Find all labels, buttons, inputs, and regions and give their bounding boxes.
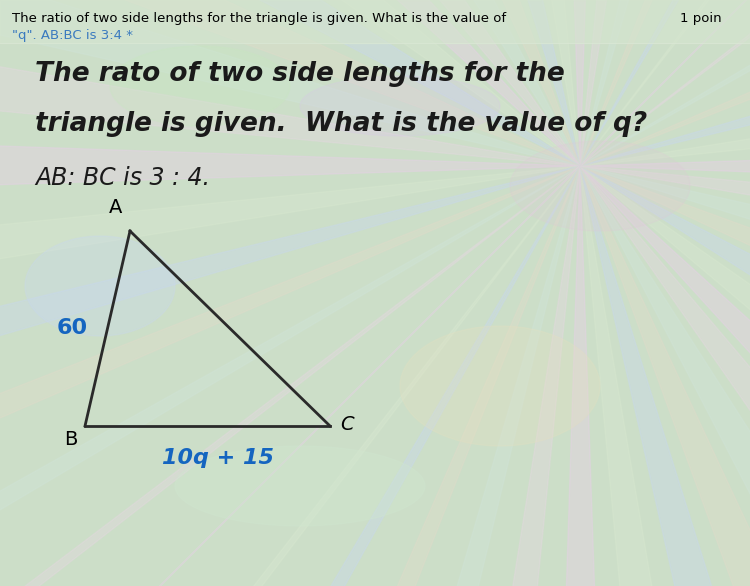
Text: 1 poin: 1 poin [680, 12, 722, 25]
Polygon shape [0, 0, 580, 166]
Polygon shape [206, 166, 580, 586]
Polygon shape [0, 166, 580, 586]
Polygon shape [0, 0, 580, 166]
Polygon shape [206, 0, 580, 166]
Polygon shape [550, 0, 610, 166]
Polygon shape [0, 0, 580, 166]
Polygon shape [433, 166, 580, 586]
Text: The ratio of two side lengths for the triangle is given. What is the value of: The ratio of two side lengths for the tr… [12, 12, 506, 25]
Polygon shape [0, 166, 580, 540]
Polygon shape [580, 166, 750, 586]
Text: AB: BC is 3 : 4.: AB: BC is 3 : 4. [35, 166, 210, 190]
Polygon shape [580, 0, 750, 166]
Ellipse shape [110, 46, 290, 126]
Ellipse shape [300, 76, 500, 136]
Polygon shape [580, 136, 750, 196]
Ellipse shape [25, 236, 175, 336]
Polygon shape [0, 0, 580, 166]
Polygon shape [433, 0, 580, 166]
Polygon shape [550, 166, 610, 586]
Polygon shape [580, 0, 750, 166]
Text: "q". AB:BC is 3:4 *: "q". AB:BC is 3:4 * [12, 29, 133, 42]
Polygon shape [580, 166, 750, 586]
Text: 10q + 15: 10q + 15 [161, 448, 274, 468]
Polygon shape [0, 166, 580, 586]
Polygon shape [580, 166, 750, 314]
Polygon shape [580, 166, 750, 586]
Polygon shape [580, 0, 750, 166]
Polygon shape [580, 166, 750, 540]
Polygon shape [317, 166, 580, 586]
Text: C: C [340, 414, 354, 434]
Polygon shape [100, 166, 580, 586]
Polygon shape [580, 166, 750, 586]
Polygon shape [580, 0, 750, 166]
Text: The rato of two side lengths for the: The rato of two side lengths for the [35, 61, 565, 87]
Polygon shape [580, 166, 728, 586]
Polygon shape [580, 166, 750, 429]
Polygon shape [100, 0, 580, 166]
Polygon shape [580, 19, 750, 166]
Ellipse shape [175, 446, 425, 526]
Text: A: A [109, 198, 122, 217]
Polygon shape [2, 0, 580, 166]
Polygon shape [580, 166, 750, 586]
Polygon shape [0, 166, 580, 586]
Text: B: B [64, 430, 77, 449]
Polygon shape [580, 0, 750, 166]
Text: 60: 60 [56, 319, 88, 339]
Polygon shape [317, 0, 580, 166]
Polygon shape [0, 19, 580, 166]
Polygon shape [0, 166, 580, 314]
Polygon shape [580, 0, 750, 166]
Polygon shape [0, 136, 580, 196]
Polygon shape [0, 166, 580, 429]
Ellipse shape [400, 326, 600, 446]
Polygon shape [580, 0, 750, 166]
Polygon shape [580, 166, 750, 586]
Polygon shape [580, 0, 728, 166]
Polygon shape [2, 166, 580, 586]
Bar [0, 0, 750, 43]
Polygon shape [580, 0, 750, 166]
Ellipse shape [510, 141, 690, 231]
Text: triangle is given.  What is the value of q?: triangle is given. What is the value of … [35, 111, 647, 137]
Polygon shape [580, 0, 750, 166]
Polygon shape [0, 0, 580, 166]
Polygon shape [580, 166, 750, 586]
